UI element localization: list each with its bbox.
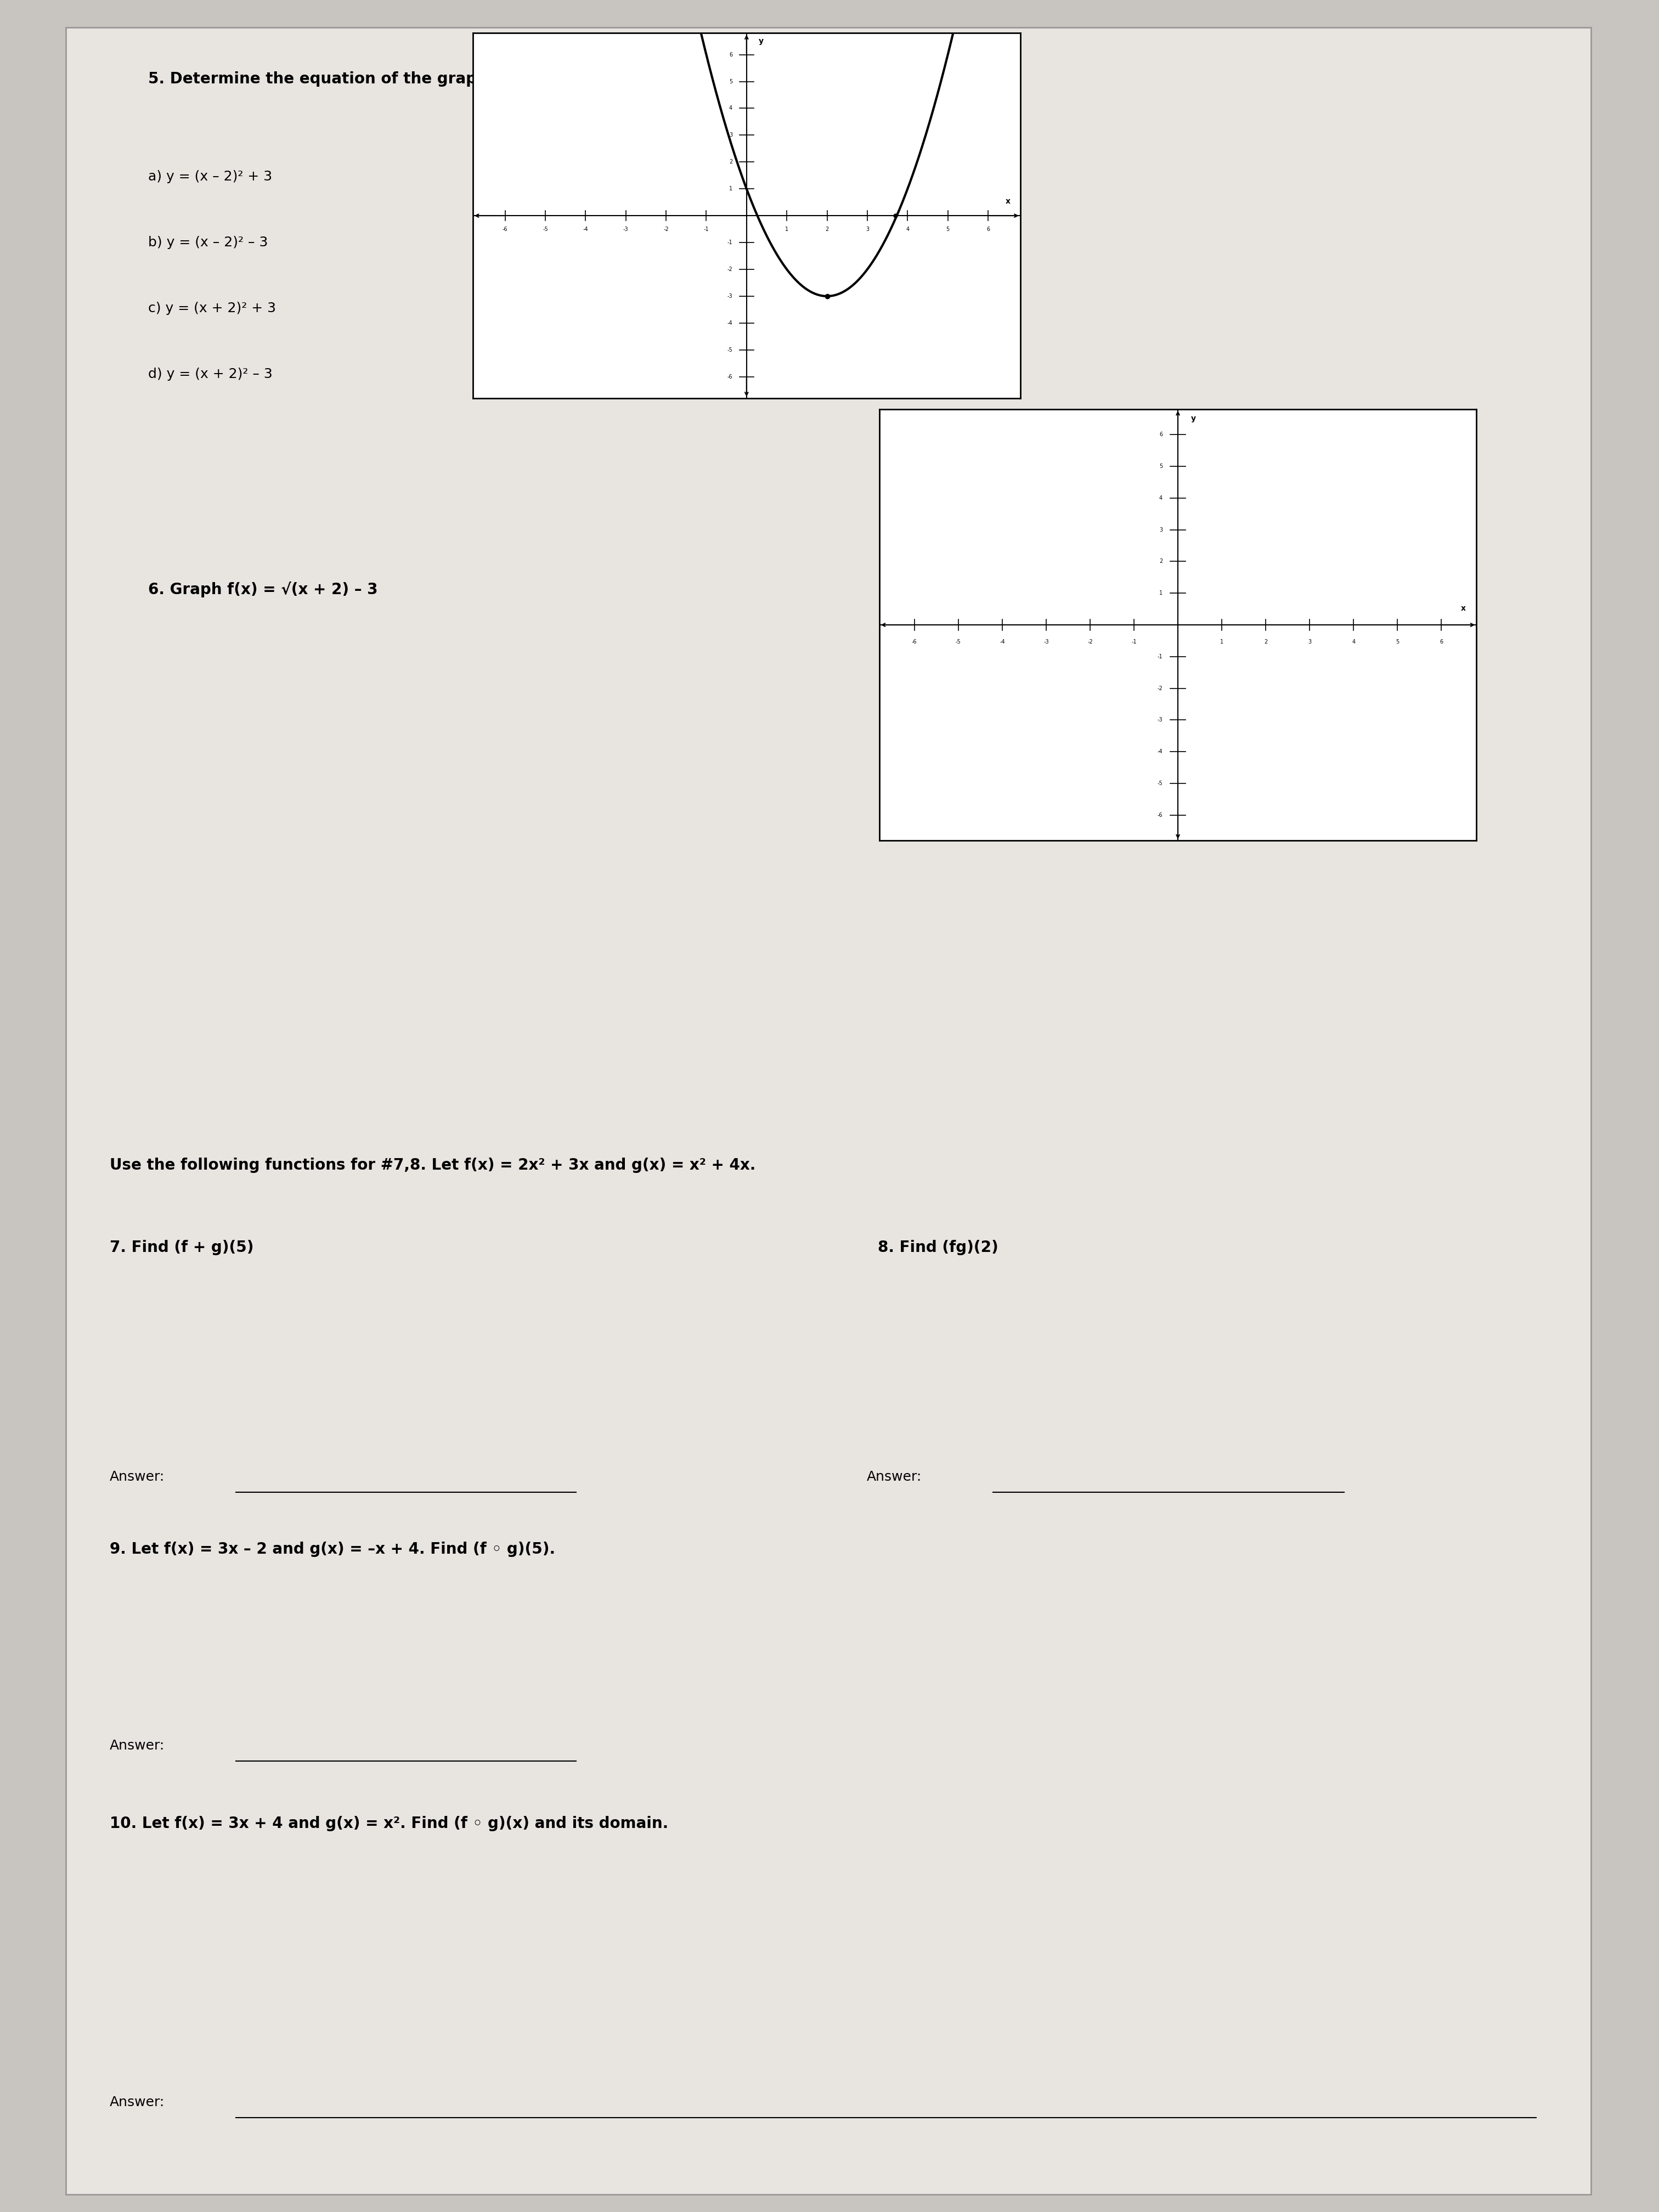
Text: 8. Find (fg)(2): 8. Find (fg)(2)	[878, 1241, 999, 1254]
Text: 2: 2	[1160, 560, 1163, 564]
Text: 5: 5	[1160, 465, 1163, 469]
Text: 2: 2	[728, 159, 733, 164]
Text: 4: 4	[1160, 495, 1163, 500]
Text: 6. Graph f(x) = √(x + 2) – 3: 6. Graph f(x) = √(x + 2) – 3	[148, 582, 378, 597]
Text: d) y = (x + 2)² – 3: d) y = (x + 2)² – 3	[148, 367, 272, 380]
Text: b) y = (x – 2)² – 3: b) y = (x – 2)² – 3	[148, 237, 267, 250]
Text: -3: -3	[1044, 639, 1048, 644]
Text: 1: 1	[785, 226, 788, 232]
Text: 4: 4	[906, 226, 909, 232]
Text: 5. Determine the equation of the graph below. Choose the correct equation.: 5. Determine the equation of the graph b…	[148, 71, 805, 86]
Text: -4: -4	[1000, 639, 1005, 644]
Text: y: y	[758, 38, 763, 44]
Text: -6: -6	[727, 374, 733, 380]
Text: -6: -6	[1158, 812, 1163, 818]
Text: 6: 6	[1160, 431, 1163, 438]
Text: 6: 6	[1440, 639, 1443, 644]
Text: 5: 5	[1395, 639, 1399, 644]
Text: Answer:: Answer:	[866, 1471, 922, 1484]
Text: 1: 1	[728, 186, 733, 192]
Text: x: x	[1462, 604, 1467, 613]
Text: Answer:: Answer:	[109, 2095, 164, 2108]
Text: x: x	[1005, 197, 1010, 206]
FancyBboxPatch shape	[66, 27, 1591, 2194]
Text: -2: -2	[664, 226, 669, 232]
Text: -1: -1	[1131, 639, 1136, 644]
Text: -4: -4	[727, 321, 733, 325]
Text: -1: -1	[727, 239, 733, 246]
Text: a) y = (x – 2)² + 3: a) y = (x – 2)² + 3	[148, 170, 272, 184]
Text: -5: -5	[542, 226, 547, 232]
Text: -3: -3	[1158, 717, 1163, 723]
Text: -6: -6	[503, 226, 508, 232]
Text: 3: 3	[866, 226, 869, 232]
Text: -5: -5	[956, 639, 961, 644]
Text: -5: -5	[727, 347, 733, 352]
Text: 3: 3	[1160, 526, 1163, 533]
Text: -1: -1	[703, 226, 708, 232]
Text: Answer:: Answer:	[109, 1739, 164, 1752]
Text: -2: -2	[1158, 686, 1163, 690]
Text: 6: 6	[987, 226, 990, 232]
Text: -3: -3	[727, 294, 733, 299]
Text: 9. Let f(x) = 3x – 2 and g(x) = –x + 4. Find (f ◦ g)(5).: 9. Let f(x) = 3x – 2 and g(x) = –x + 4. …	[109, 1542, 556, 1557]
Text: 4: 4	[728, 106, 733, 111]
Text: 5: 5	[946, 226, 949, 232]
Text: -2: -2	[727, 268, 733, 272]
Text: 1: 1	[1160, 591, 1163, 595]
Text: -4: -4	[1158, 750, 1163, 754]
Text: 2: 2	[1264, 639, 1267, 644]
Text: 5: 5	[728, 80, 733, 84]
Text: 3: 3	[1307, 639, 1311, 644]
Text: 10. Let f(x) = 3x + 4 and g(x) = x². Find (f ◦ g)(x) and its domain.: 10. Let f(x) = 3x + 4 and g(x) = x². Fin…	[109, 1816, 669, 1832]
Text: -5: -5	[1158, 781, 1163, 785]
Text: 6: 6	[728, 51, 733, 58]
Text: c) y = (x + 2)² + 3: c) y = (x + 2)² + 3	[148, 301, 275, 314]
Text: Use the following functions for #7,8. Let f(x) = 2x² + 3x and g(x) = x² + 4x.: Use the following functions for #7,8. Le…	[109, 1157, 755, 1172]
Text: -1: -1	[1158, 655, 1163, 659]
Text: y: y	[1191, 416, 1196, 422]
Text: Answer:: Answer:	[109, 1471, 164, 1484]
Text: 7. Find (f + g)(5): 7. Find (f + g)(5)	[109, 1241, 254, 1254]
Text: -3: -3	[624, 226, 629, 232]
Text: -2: -2	[1087, 639, 1093, 644]
Text: -4: -4	[582, 226, 589, 232]
Text: 3: 3	[728, 133, 733, 137]
Text: 1: 1	[1219, 639, 1223, 644]
Text: 4: 4	[1352, 639, 1355, 644]
Text: 2: 2	[825, 226, 830, 232]
Text: -6: -6	[912, 639, 917, 644]
